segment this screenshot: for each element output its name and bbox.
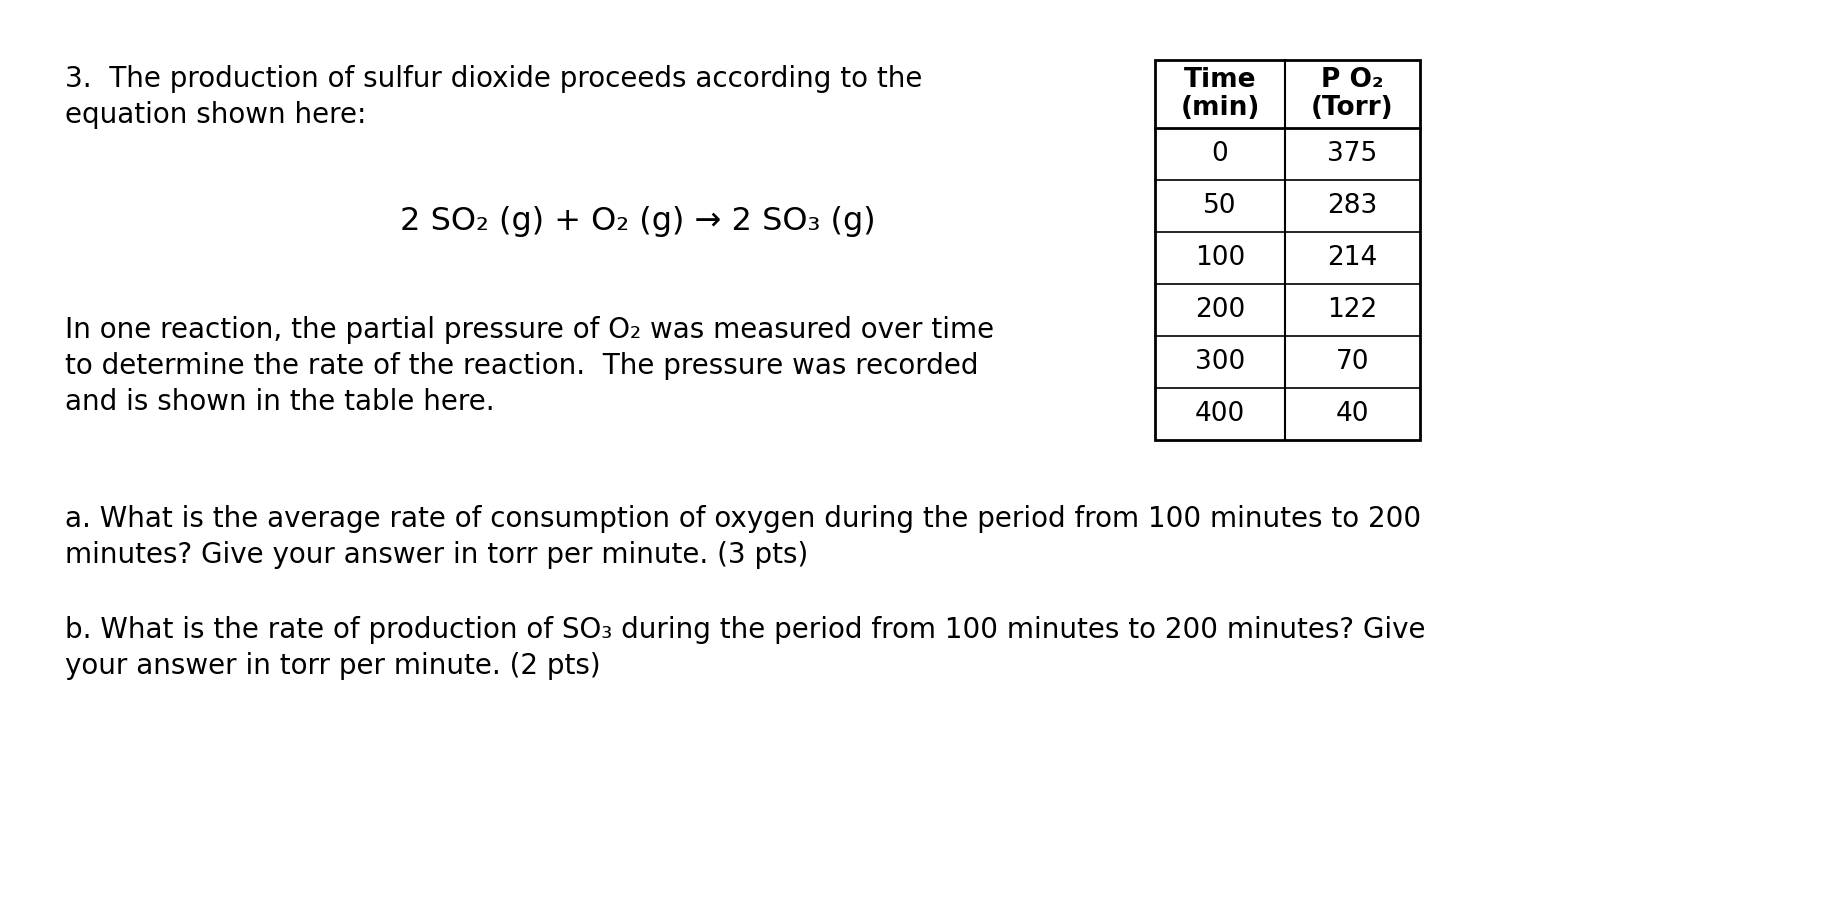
Text: In one reaction, the partial pressure of O₂ was measured over time: In one reaction, the partial pressure of… [66, 316, 994, 344]
Text: 50: 50 [1204, 193, 1237, 219]
Bar [1155, 60, 1420, 440]
Text: a. What is the average rate of consumption of oxygen during the period from 100 : a. What is the average rate of consumpti… [66, 505, 1422, 533]
Text: 214: 214 [1327, 245, 1378, 271]
Text: 70: 70 [1336, 349, 1369, 375]
Text: (min): (min) [1180, 95, 1259, 121]
Text: your answer in torr per minute. (2 pts): your answer in torr per minute. (2 pts) [66, 652, 600, 680]
Text: to determine the rate of the reaction.  The pressure was recorded: to determine the rate of the reaction. T… [66, 352, 979, 380]
Text: minutes? Give your answer in torr per minute. (3 pts): minutes? Give your answer in torr per mi… [66, 541, 809, 569]
Text: Time: Time [1184, 67, 1255, 93]
Text: 400: 400 [1195, 401, 1244, 427]
Text: (Torr): (Torr) [1310, 95, 1394, 121]
Text: 200: 200 [1195, 297, 1244, 323]
Text: b. What is the rate of production of SO₃ during the period from 100 minutes to 2: b. What is the rate of production of SO₃… [66, 616, 1426, 644]
Text: equation shown here:: equation shown here: [66, 101, 366, 129]
Text: 122: 122 [1327, 297, 1378, 323]
Text: P O₂: P O₂ [1321, 67, 1383, 93]
Text: 0: 0 [1211, 141, 1228, 167]
Text: 283: 283 [1327, 193, 1378, 219]
Text: 3.  The production of sulfur dioxide proceeds according to the: 3. The production of sulfur dioxide proc… [66, 65, 922, 93]
Text: 375: 375 [1327, 141, 1378, 167]
Text: 100: 100 [1195, 245, 1244, 271]
Text: 2 SO₂ (g) + O₂ (g) → 2 SO₃ (g): 2 SO₂ (g) + O₂ (g) → 2 SO₃ (g) [401, 206, 875, 237]
Text: 40: 40 [1336, 401, 1369, 427]
Text: 300: 300 [1195, 349, 1244, 375]
Text: and is shown in the table here.: and is shown in the table here. [66, 388, 494, 416]
